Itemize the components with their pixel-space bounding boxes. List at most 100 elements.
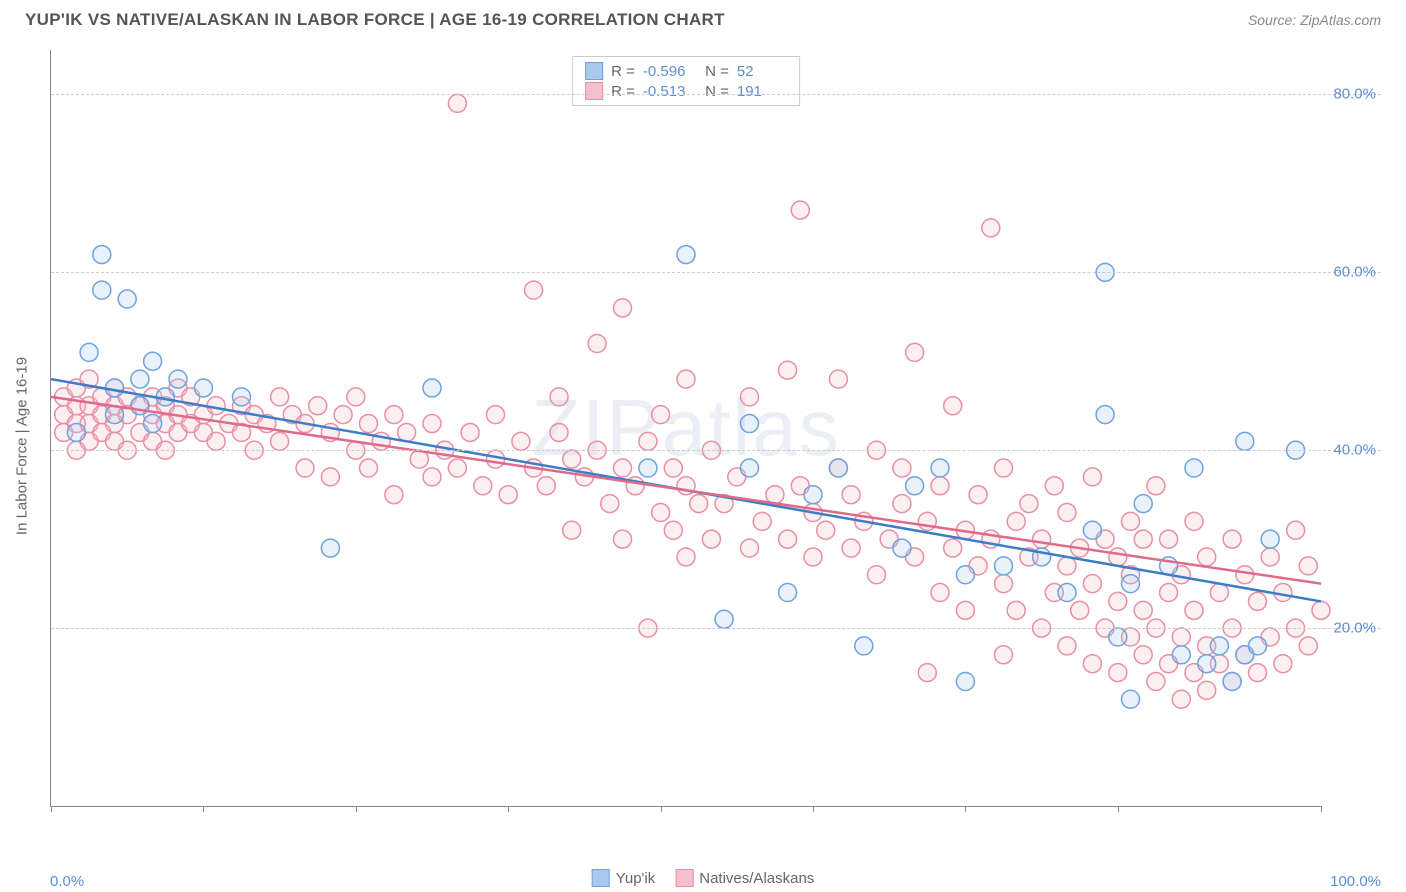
data-point xyxy=(1045,477,1063,495)
plot-area: ZIPatlas R = -0.596 N = 52R = -0.513 N =… xyxy=(50,50,1321,807)
x-tick xyxy=(1118,806,1119,812)
y-tick-label: 80.0% xyxy=(1333,86,1376,103)
data-point xyxy=(360,459,378,477)
legend-swatch xyxy=(585,82,603,100)
data-point xyxy=(1261,548,1279,566)
data-point xyxy=(702,530,720,548)
data-point xyxy=(385,486,403,504)
data-point xyxy=(1007,512,1025,530)
data-point xyxy=(1223,530,1241,548)
x-axis-min-label: 0.0% xyxy=(50,873,84,890)
gridline-h xyxy=(51,628,1381,629)
data-point xyxy=(982,219,1000,237)
data-point xyxy=(1210,584,1228,602)
data-point xyxy=(652,406,670,424)
data-point xyxy=(677,246,695,264)
data-point xyxy=(995,459,1013,477)
data-point xyxy=(1210,637,1228,655)
x-tick xyxy=(508,806,509,812)
data-point xyxy=(1109,628,1127,646)
y-tick-label: 40.0% xyxy=(1333,442,1376,459)
data-point xyxy=(550,388,568,406)
data-point xyxy=(829,459,847,477)
data-point xyxy=(194,379,212,397)
data-point xyxy=(169,370,187,388)
data-point xyxy=(1198,681,1216,699)
data-point xyxy=(1134,601,1152,619)
data-point xyxy=(1083,521,1101,539)
data-point xyxy=(537,477,555,495)
data-point xyxy=(931,584,949,602)
data-point xyxy=(1274,655,1292,673)
data-point xyxy=(448,459,466,477)
data-point xyxy=(80,343,98,361)
stats-legend-box: R = -0.596 N = 52R = -0.513 N = 191 xyxy=(572,56,800,106)
data-point xyxy=(207,432,225,450)
legend-label: Natives/Alaskans xyxy=(699,870,814,887)
chart-title: YUP'IK VS NATIVE/ALASKAN IN LABOR FORCE … xyxy=(25,10,725,30)
y-axis-title: In Labor Force | Age 16-19 xyxy=(14,357,31,535)
data-point xyxy=(1185,601,1203,619)
data-point xyxy=(969,486,987,504)
data-point xyxy=(664,459,682,477)
data-point xyxy=(233,388,251,406)
data-point xyxy=(461,423,479,441)
data-point xyxy=(296,459,314,477)
legend-item: Natives/Alaskans xyxy=(675,869,814,887)
data-point xyxy=(1020,495,1038,513)
data-point xyxy=(1172,646,1190,664)
data-point xyxy=(423,468,441,486)
data-point xyxy=(956,601,974,619)
data-point xyxy=(1058,557,1076,575)
data-point xyxy=(753,512,771,530)
data-point xyxy=(1083,468,1101,486)
data-point xyxy=(601,495,619,513)
data-point xyxy=(1249,664,1267,682)
legend-item: Yup'ik xyxy=(592,869,656,887)
stat-r-label: R = xyxy=(611,83,635,100)
stat-r-label: R = xyxy=(611,63,635,80)
data-point xyxy=(67,423,85,441)
data-point xyxy=(995,575,1013,593)
data-point xyxy=(842,486,860,504)
data-point xyxy=(1058,584,1076,602)
data-point xyxy=(118,290,136,308)
data-point xyxy=(918,664,936,682)
data-point xyxy=(956,566,974,584)
legend-swatch xyxy=(675,869,693,887)
data-point xyxy=(690,495,708,513)
legend-swatch xyxy=(585,62,603,80)
data-point xyxy=(1172,690,1190,708)
stats-row: R = -0.513 N = 191 xyxy=(585,81,787,101)
data-point xyxy=(448,94,466,112)
stat-n-label: N = xyxy=(701,83,729,100)
data-point xyxy=(398,423,416,441)
data-point xyxy=(588,335,606,353)
data-point xyxy=(1172,628,1190,646)
data-point xyxy=(93,281,111,299)
data-point xyxy=(1299,637,1317,655)
data-point xyxy=(956,672,974,690)
data-point xyxy=(1109,664,1127,682)
data-point xyxy=(550,423,568,441)
data-point xyxy=(309,397,327,415)
data-point xyxy=(1198,655,1216,673)
data-point xyxy=(474,477,492,495)
data-point xyxy=(791,201,809,219)
data-point xyxy=(334,406,352,424)
data-point xyxy=(741,415,759,433)
data-point xyxy=(677,370,695,388)
data-point xyxy=(1198,548,1216,566)
data-point xyxy=(779,361,797,379)
data-point xyxy=(512,432,530,450)
gridline-h xyxy=(51,272,1381,273)
x-tick xyxy=(356,806,357,812)
data-point xyxy=(1249,637,1267,655)
legend-swatch xyxy=(592,869,610,887)
data-point xyxy=(906,477,924,495)
data-point xyxy=(741,459,759,477)
data-point xyxy=(868,566,886,584)
gridline-h xyxy=(51,450,1381,451)
legend-label: Yup'ik xyxy=(616,870,656,887)
data-point xyxy=(93,246,111,264)
